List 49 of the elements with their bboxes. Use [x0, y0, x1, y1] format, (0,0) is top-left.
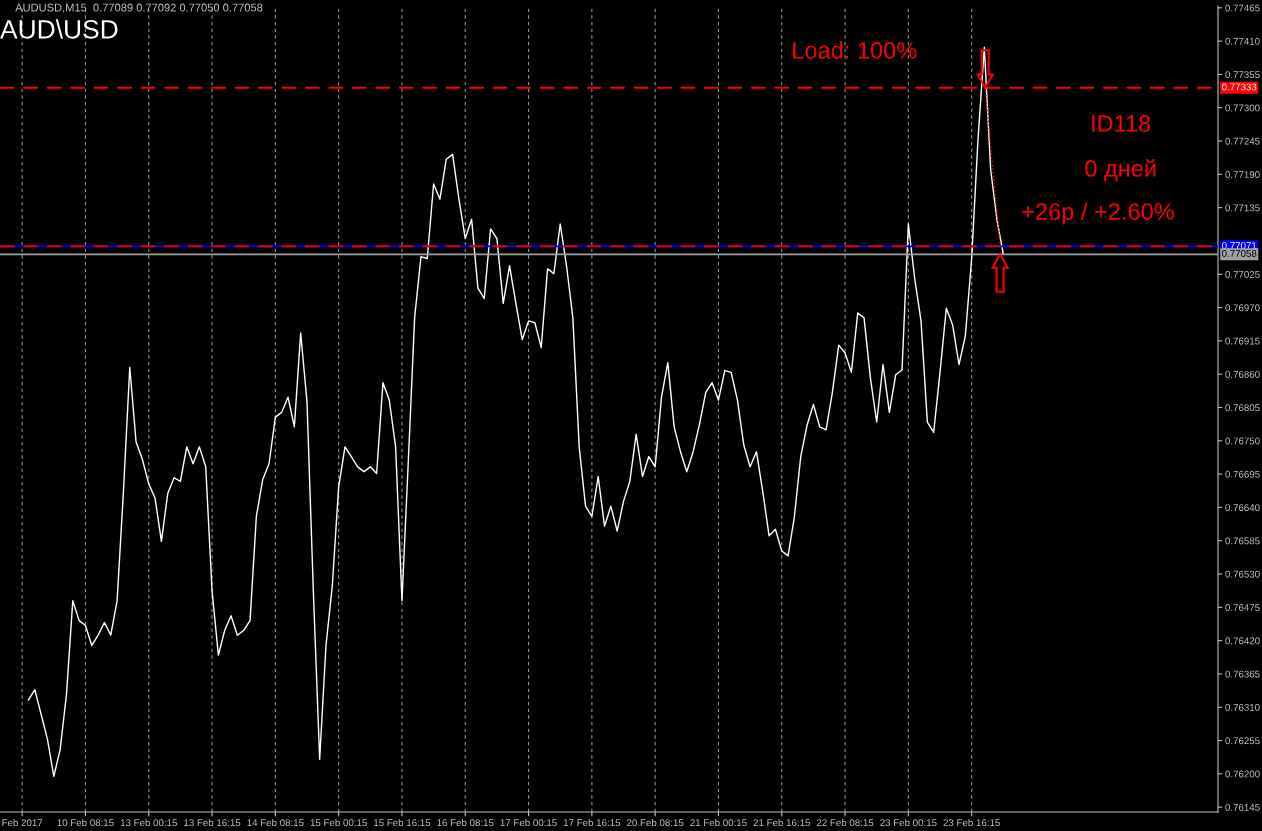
x-tick-label: 13 Feb 16:15	[184, 818, 241, 827]
x-tick-label: 21 Feb 16:15	[753, 818, 810, 827]
text: 0 дней	[1085, 159, 1156, 182]
ref-line-label: 0.77058	[1222, 250, 1257, 257]
ref-line-label: 0.77071	[1222, 242, 1257, 250]
chart-title: AUD\USD	[0, 19, 118, 39]
x-tick-label: 23 Feb 00:15	[880, 818, 937, 827]
x-tick-label: Feb 2017	[2, 818, 43, 827]
x-tick-label: 10 Feb 08:15	[57, 818, 114, 827]
y-tick-label: 0.77300	[1225, 104, 1260, 112]
x-tick-label: 22 Feb 08:15	[816, 818, 874, 827]
y-tick-label: 0.76640	[1225, 504, 1260, 512]
text: ID118	[1092, 115, 1151, 132]
x-tick-label: 15 Feb 00:15	[310, 818, 367, 827]
y-tick-label: 0.76750	[1225, 437, 1260, 445]
x-tick-label: 14 Feb 08:15	[247, 818, 304, 827]
y-tick-label: 0.76420	[1225, 637, 1260, 645]
y-tick-label: 0.77465	[1225, 4, 1260, 12]
y-tick-label: 0.76200	[1225, 770, 1260, 778]
y-tick-label: 0.76145	[1225, 803, 1260, 811]
x-tick-label: 20 Feb 08:15	[627, 818, 684, 827]
annotation: Load: 100%	[793, 41, 917, 59]
y-tick-label: 0.76695	[1225, 470, 1260, 478]
x-tick-label: 23 Feb 16:15	[943, 818, 1000, 827]
y-tick-label: 0.77410	[1225, 37, 1260, 45]
y-tick-label: 0.76365	[1225, 670, 1260, 678]
y-tick-label: 0.77245	[1225, 137, 1260, 145]
y-tick-label: 0.76970	[1225, 304, 1260, 312]
annotation: AUDUSD,M15 0.77089 0.77092 0.77050 0.77058	[15, 3, 263, 13]
x-tick-label: 17 Feb 16:15	[563, 818, 621, 827]
x-tick-label: 13 Feb 00:15	[120, 818, 177, 827]
x-tick-label: 16 Feb 08:15	[437, 818, 494, 827]
x-tick-label: 17 Feb 00:15	[500, 818, 557, 827]
x-tick-label: 21 Feb 00:15	[690, 818, 747, 827]
y-tick-label: 0.77190	[1225, 171, 1260, 178]
ref-line-label: 0.77333	[1222, 83, 1257, 91]
y-tick-label: 0.77135	[1225, 204, 1260, 212]
y-tick-label: 0.76805	[1225, 404, 1260, 412]
y-tick-label: 0.76475	[1225, 604, 1260, 611]
y-tick-label: 0.77025	[1225, 271, 1260, 278]
x-tick-label: 15 Feb 16:15	[374, 818, 431, 827]
y-tick-label: 0.76530	[1225, 570, 1260, 578]
y-tick-label: 0.76255	[1225, 737, 1260, 745]
y-tick-label: 0.76310	[1225, 703, 1260, 711]
y-tick-label: 0.76860	[1225, 370, 1260, 378]
y-tick-label: 0.77355	[1225, 71, 1260, 79]
text: +26p / +2.60%	[1022, 202, 1174, 225]
y-tick-label: 0.76915	[1225, 337, 1260, 345]
y-tick-label: 0.76585	[1225, 537, 1260, 545]
